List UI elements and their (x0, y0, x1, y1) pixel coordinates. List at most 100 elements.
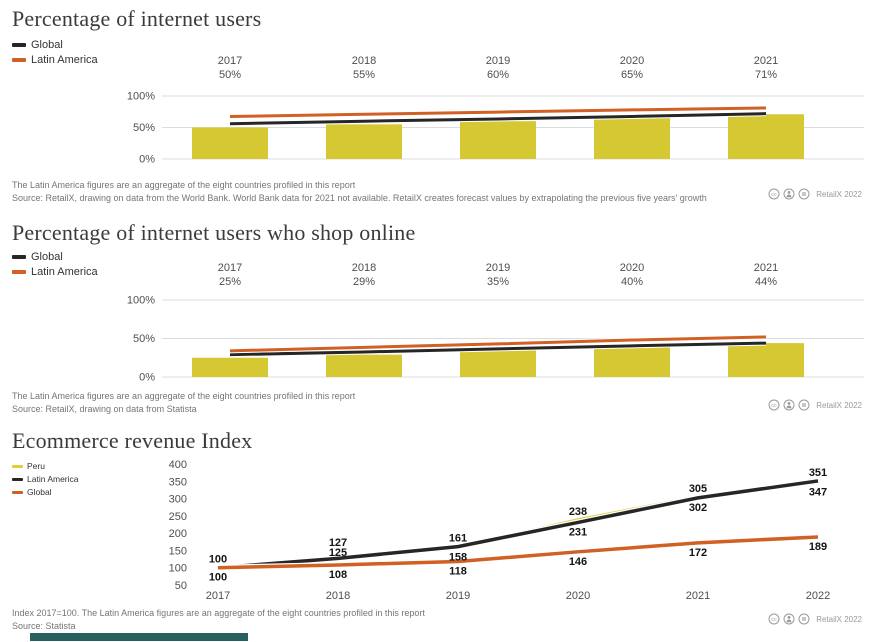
data-label: 118 (449, 565, 467, 577)
year-label: 2020 (620, 262, 644, 274)
year-label: 2019 (446, 590, 470, 602)
chart3-plot: 400 350 300 250 200 150 100 50 2017 2018 2019 2020 2… (169, 459, 831, 602)
y-tick-label: 200 (169, 528, 187, 540)
series-line (229, 341, 767, 357)
data-label: 127 (329, 537, 347, 549)
footnote-line: The Latin America figures are an aggrega… (12, 391, 356, 401)
bar-value-label: 25% (219, 276, 241, 288)
data-label: 146 (569, 556, 587, 568)
year-label: 2021 (754, 262, 778, 274)
series-line (217, 479, 819, 570)
svg-text:cc: cc (771, 617, 777, 623)
y-tick-label: 400 (169, 459, 187, 471)
svg-text:cc: cc (771, 192, 777, 198)
year-label: 2020 (566, 590, 590, 602)
chart1-title: Percentage of internet users (12, 6, 262, 31)
legend-item: Global (12, 487, 79, 497)
bar (594, 346, 670, 377)
bar (460, 121, 536, 159)
legend-label: Latin America (31, 54, 98, 66)
chart1-plot: 2017 50% 2018 55% 2019 60% 2020 65% 2021 71% 100% 5… (127, 55, 864, 166)
year-label: 2019 (486, 55, 510, 67)
data-label: 305 (689, 483, 707, 495)
legend-label: Global (27, 487, 52, 497)
bar (192, 127, 268, 159)
cc-icon: cc (768, 613, 780, 625)
credit-row: cc RetailX 2022 (768, 613, 862, 625)
cc-icon: cc (768, 188, 780, 200)
bar (594, 118, 670, 159)
year-label: 2022 (806, 590, 830, 602)
bar-value-label: 71% (755, 69, 777, 81)
credit-label: RetailX 2022 (816, 614, 862, 624)
data-label: 238 (569, 506, 587, 518)
chart3-legend: Peru Latin America Global (12, 461, 79, 497)
bar-value-label: 44% (755, 276, 777, 288)
year-label: 2021 (686, 590, 710, 602)
y-tick-label: 100% (127, 295, 155, 307)
bar-value-label: 65% (621, 69, 643, 81)
year-label: 2020 (620, 55, 644, 67)
legend-item: Global (12, 39, 98, 51)
attribution-icon (783, 399, 795, 411)
chart2-legend: Global Latin America (12, 251, 98, 278)
legend-label: Global (31, 39, 63, 51)
y-tick-label: 50% (133, 333, 155, 345)
year-label: 2018 (326, 590, 350, 602)
cc-icon: cc (768, 399, 780, 411)
series-line (229, 112, 767, 126)
no-derivatives-icon (798, 613, 810, 625)
chart1-legend: Global Latin America (12, 39, 98, 66)
series-line (229, 335, 767, 353)
y-tick-label: 50 (175, 580, 187, 592)
y-tick-label: 100 (169, 563, 187, 575)
bar (728, 343, 804, 377)
data-label: 302 (689, 502, 707, 514)
footnote-line: Source: Statista (12, 621, 76, 631)
footnote-line: Source: RetailX, drawing on data from th… (12, 193, 707, 203)
bar-value-label: 50% (219, 69, 241, 81)
y-tick-label: 0% (139, 154, 155, 166)
credit-row: cc RetailX 2022 (768, 188, 862, 200)
series-line (217, 535, 819, 570)
legend-swatch-icon (12, 477, 23, 481)
legend-swatch-icon (12, 270, 26, 274)
data-label: 161 (449, 533, 467, 545)
y-tick-label: 250 (169, 511, 187, 523)
legend-swatch-icon (12, 58, 26, 62)
bar-value-label: 29% (353, 276, 375, 288)
legend-label: Latin America (27, 474, 79, 484)
legend-swatch-icon (12, 43, 26, 47)
bar (192, 357, 268, 377)
legend-swatch-icon (12, 490, 23, 494)
data-label: 100 (209, 554, 227, 566)
footnote-line: The Latin America figures are an aggrega… (12, 180, 356, 190)
legend-label: Peru (27, 461, 45, 471)
bar-value-label: 35% (487, 276, 509, 288)
data-label: 347 (809, 486, 827, 498)
bar (728, 114, 804, 159)
no-derivatives-icon (798, 399, 810, 411)
chart2-plot: 2017 25% 2018 29% 2019 35% 2020 40% 2021 44% 100% 5… (127, 262, 864, 384)
chart2-footnotes: The Latin America figures are an aggrega… (12, 390, 757, 416)
credit-label: RetailX 2022 (816, 400, 862, 410)
data-label: 351 (809, 467, 827, 479)
data-label: 231 (569, 526, 587, 538)
legend-item: Peru (12, 461, 79, 471)
bar (460, 350, 536, 377)
legend-item: Latin America (12, 266, 98, 278)
footnote-line: Index 2017=100. The Latin America figure… (12, 608, 425, 618)
data-label: 108 (329, 569, 347, 581)
year-label: 2017 (218, 262, 242, 274)
year-label: 2018 (352, 55, 376, 67)
legend-item: Latin America (12, 54, 98, 66)
no-derivatives-icon (798, 188, 810, 200)
y-tick-label: 350 (169, 476, 187, 488)
chart3-title: Ecommerce revenue Index (12, 428, 253, 453)
y-tick-label: 150 (169, 545, 187, 557)
svg-text:cc: cc (771, 403, 777, 409)
y-tick-label: 100% (127, 91, 155, 103)
data-label: 172 (689, 547, 707, 559)
bar-value-label: 55% (353, 69, 375, 81)
